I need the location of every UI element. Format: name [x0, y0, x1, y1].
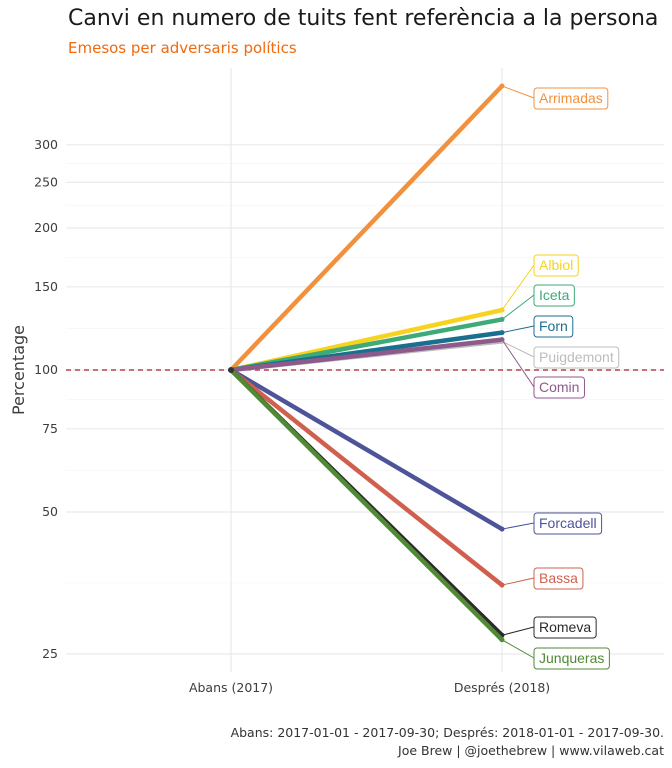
series-label-text: Junqueras — [539, 650, 604, 666]
caption-date-range: Abans: 2017-01-01 - 2017-09-30; Després:… — [230, 725, 664, 740]
x-axis-ticks: Abans (2017) Després (2018) — [189, 680, 550, 695]
series-label-iceta: Iceta — [533, 284, 575, 307]
series-label-text: Romeva — [539, 619, 591, 635]
series-label-comin: Comin — [533, 376, 585, 399]
y-axis-ticks: 25 50 75 100 150 200 250 300 — [34, 137, 58, 661]
leader-line-iceta — [501, 294, 535, 320]
series-label-text: Puigdemont — [539, 349, 614, 365]
series-label-box — [533, 87, 609, 110]
series-label-forcadell: Forcadell — [533, 512, 603, 535]
series-label-box — [533, 567, 584, 590]
series-label-text: Iceta — [539, 287, 570, 303]
series-label-box — [533, 315, 574, 338]
y-axis-title: Percentage — [9, 325, 28, 415]
leader-line-puigdemont — [501, 340, 535, 358]
leader-line-forcadell — [501, 522, 535, 530]
series-label-romeva: Romeva — [533, 616, 597, 639]
x-tick-label: Abans (2017) — [189, 680, 273, 695]
series-label-bassa: Bassa — [533, 567, 584, 590]
y-tick-label: 75 — [42, 421, 58, 436]
series-label-box — [533, 376, 585, 399]
series-label-text: Forcadell — [539, 515, 597, 531]
series-line-junqueras — [228, 367, 505, 643]
x-tick-label: Després (2018) — [454, 680, 550, 695]
y-tick-label: 300 — [34, 137, 58, 152]
leader-line-bassa — [501, 577, 535, 586]
y-tick-label: 150 — [34, 279, 58, 294]
series-line-forcadell — [228, 367, 505, 532]
y-tick-label: 25 — [42, 646, 58, 661]
series-line-arrimadas — [228, 83, 505, 373]
series-label-puigdemont: Puigdemont — [533, 346, 620, 369]
series-label-box — [533, 346, 620, 369]
series-label-box — [533, 647, 610, 670]
caption: Abans: 2017-01-01 - 2017-09-30; Després:… — [231, 724, 664, 760]
series-label-box — [533, 616, 597, 639]
series-label-albiol: Albiol — [533, 254, 579, 277]
series-label-text: Arrimadas — [539, 90, 603, 106]
leader-line-comin — [501, 339, 535, 388]
series-label-forn: Forn — [533, 315, 574, 338]
series-label-box — [533, 284, 575, 307]
series-label-arrimadas: Arrimadas — [533, 87, 609, 110]
leader-line-arrimadas — [501, 85, 535, 99]
series-label-box — [533, 512, 603, 535]
caption-credit: Joe Brew | @joethebrew | www.vilaweb.cat — [398, 743, 664, 758]
chart-subtitle: Emesos per adversaris polítics — [68, 39, 297, 57]
series-lines — [228, 83, 505, 643]
series-labels: Arrimadas Albiol Iceta Forn Puigdemont Comin F… — [501, 85, 620, 670]
leader-line-junqueras — [501, 639, 535, 659]
series-line-comin — [228, 337, 505, 373]
y-tick-label: 100 — [34, 362, 58, 377]
series-label-text: Bassa — [539, 570, 578, 586]
chart-title: Canvi en numero de tuits fent referència… — [68, 6, 659, 31]
leader-line-forn — [501, 325, 535, 334]
series-line-bassa — [228, 367, 505, 588]
start-point — [228, 367, 234, 373]
y-tick-label: 200 — [34, 220, 58, 235]
leader-line-romeva — [501, 626, 535, 636]
series-label-box — [533, 254, 579, 277]
series-label-junqueras: Junqueras — [533, 647, 610, 670]
y-tick-label: 50 — [42, 504, 58, 519]
y-tick-label: 250 — [34, 174, 58, 189]
leader-line-albiol — [501, 264, 535, 311]
series-label-text: Comin — [539, 379, 579, 395]
series-label-text: Forn — [539, 318, 568, 334]
series-label-text: Albiol — [539, 257, 573, 273]
